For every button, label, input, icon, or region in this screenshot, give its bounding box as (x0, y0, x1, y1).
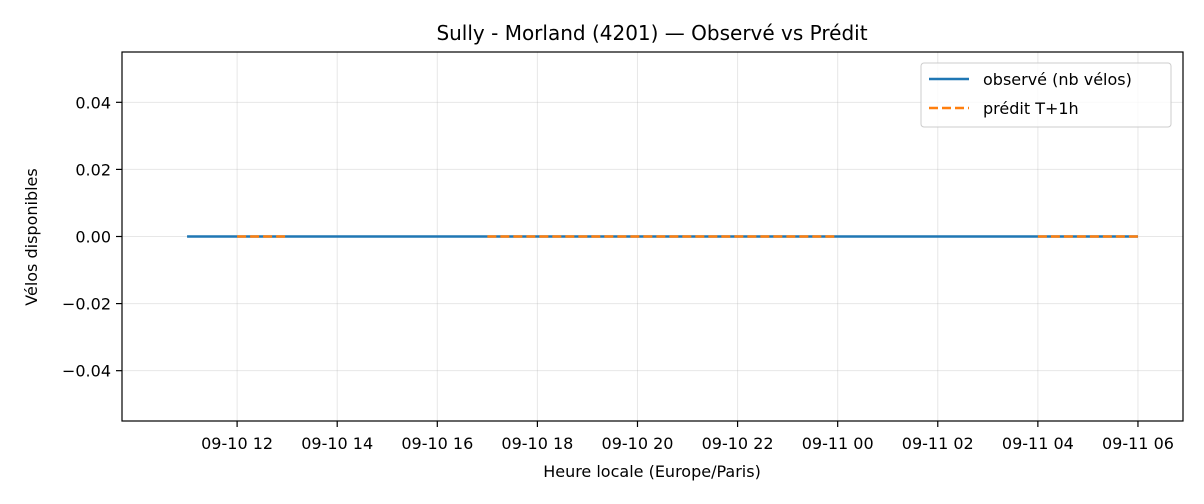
y-axis-label: Vélos disponibles (22, 168, 41, 305)
x-tick-label: 09-11 00 (802, 434, 874, 453)
y-tick-label: −0.04 (62, 362, 111, 381)
y-tick-label: 0.02 (75, 160, 111, 179)
x-axis-label: Heure locale (Europe/Paris) (543, 462, 761, 481)
x-tick-label: 09-10 12 (201, 434, 273, 453)
legend-label-observed: observé (nb vélos) (983, 70, 1132, 89)
y-tick-label: 0.00 (75, 228, 111, 247)
x-tick-label: 09-10 14 (301, 434, 373, 453)
chart-title: Sully - Morland (4201) — Observé vs Préd… (436, 21, 867, 45)
x-tick-label: 09-11 06 (1102, 434, 1174, 453)
legend-label-predicted: prédit T+1h (983, 99, 1079, 118)
x-tick-label: 09-11 04 (1002, 434, 1074, 453)
y-tick-label: 0.04 (75, 93, 111, 112)
x-tick-label: 09-10 16 (401, 434, 473, 453)
x-tick-label: 09-10 20 (602, 434, 674, 453)
y-tick-label: −0.02 (62, 295, 111, 314)
legend: observé (nb vélos) prédit T+1h (921, 63, 1171, 127)
x-axis: 09-10 12 09-10 14 09-10 16 09-10 18 09-10 20… (201, 421, 1174, 453)
x-tick-label: 09-10 22 (702, 434, 774, 453)
x-tick-label: 09-10 18 (501, 434, 573, 453)
x-tick-label: 09-11 02 (902, 434, 974, 453)
y-axis: 0.04 0.02 0.00 −0.02 −0.04 (62, 93, 122, 380)
